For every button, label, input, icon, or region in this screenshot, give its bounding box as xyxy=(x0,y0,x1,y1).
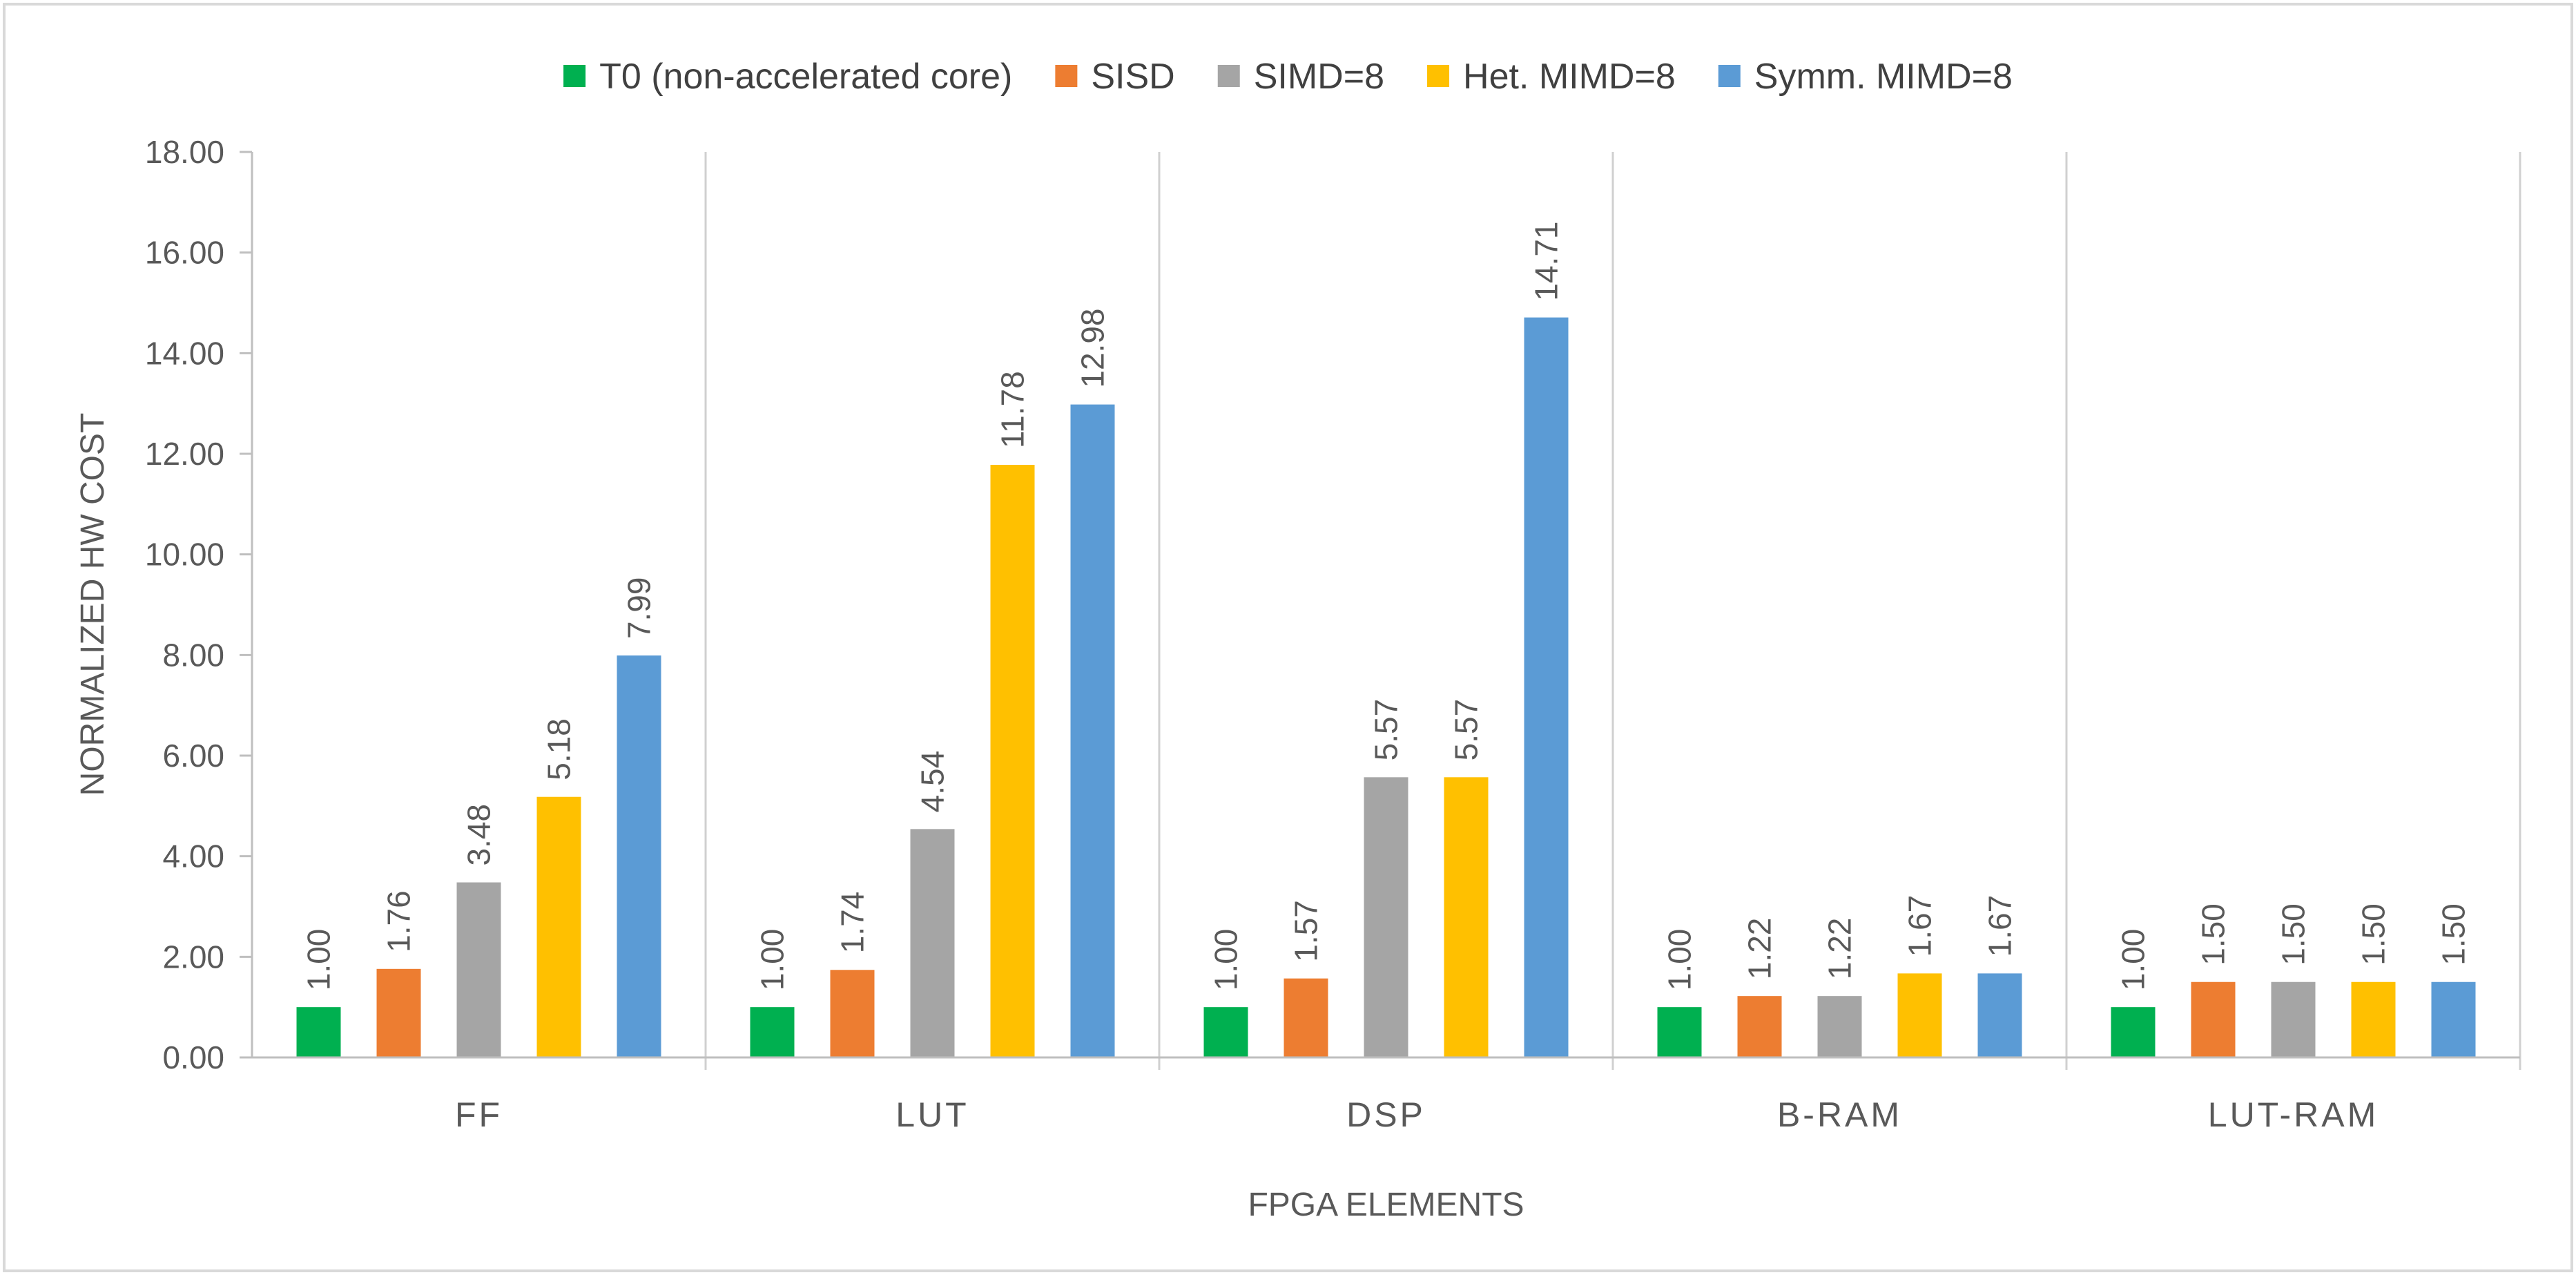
chart-border xyxy=(3,3,2573,1272)
bar xyxy=(750,1007,795,1057)
data-label: 1.22 xyxy=(1822,918,1858,980)
bar xyxy=(2431,981,2476,1057)
bar xyxy=(1284,978,1328,1057)
x-tick-label: LUT xyxy=(895,1095,969,1134)
data-label: 1.00 xyxy=(301,929,337,991)
axes-group: 0.00 2.00 4.00 6.00 8.00 10.00 12.00 14.00 16.00… xyxy=(145,134,2520,1134)
legend-label: T0 (non-accelerated core) xyxy=(599,57,1012,97)
data-label: 5.18 xyxy=(541,718,577,780)
y-tick-label: 8.00 xyxy=(162,637,224,673)
y-tick-label: 14.00 xyxy=(145,335,224,371)
data-label: 5.57 xyxy=(1449,699,1484,761)
bar xyxy=(1444,777,1489,1057)
bar xyxy=(376,968,421,1057)
legend-label: Symm. MIMD=8 xyxy=(1754,57,2013,97)
data-label: 1.22 xyxy=(1742,918,1778,980)
legend-swatch xyxy=(563,65,586,87)
bar xyxy=(2191,981,2236,1057)
data-label: 11.78 xyxy=(995,371,1031,448)
data-label: 7.99 xyxy=(621,577,657,640)
data-label: 1.00 xyxy=(2115,929,2151,991)
y-tick-label: 0.00 xyxy=(162,1039,224,1075)
bar xyxy=(830,970,875,1057)
data-label: 1.67 xyxy=(1902,895,1938,957)
y-tick-label: 12.00 xyxy=(145,436,224,472)
y-tick-label: 16.00 xyxy=(145,235,224,271)
bar xyxy=(1364,777,1408,1057)
y-tick-label: 10.00 xyxy=(145,537,224,573)
data-label: 1.00 xyxy=(1662,929,1698,991)
x-tick-label: B-RAM xyxy=(1777,1095,1902,1134)
data-label: 1.00 xyxy=(1208,929,1244,991)
data-label: 14.71 xyxy=(1529,221,1565,300)
data-label: 5.57 xyxy=(1368,699,1404,761)
y-tick-label: 18.00 xyxy=(145,134,224,170)
data-labels-group: 1.00 1.76 3.48 5.18 7.99 1.00 1.74 4.54 11.78 12.… xyxy=(301,221,2472,990)
y-axis-title: NORMALIZED HW COST xyxy=(75,413,111,796)
x-tick-label: DSP xyxy=(1346,1095,1426,1134)
bar xyxy=(1897,973,1942,1057)
x-tick-label: LUT-RAM xyxy=(2208,1095,2379,1134)
x-tick-label: FF xyxy=(455,1095,503,1134)
bar xyxy=(617,655,661,1057)
data-label: 1.50 xyxy=(2196,903,2231,966)
bar xyxy=(1817,996,1862,1057)
data-label: 12.98 xyxy=(1075,308,1111,387)
data-label: 3.48 xyxy=(461,804,497,866)
data-label: 1.00 xyxy=(755,929,791,991)
legend-label: SIMD=8 xyxy=(1254,57,1384,97)
legend-swatch xyxy=(1427,65,1450,87)
y-tick-label: 6.00 xyxy=(162,738,224,774)
bar xyxy=(1737,996,1782,1057)
data-label: 1.50 xyxy=(2436,903,2472,966)
data-label: 1.50 xyxy=(2276,903,2312,966)
bar xyxy=(2351,981,2396,1057)
data-label: 1.74 xyxy=(835,892,871,954)
legend-swatch xyxy=(1217,65,1240,87)
x-axis-title: FPGA ELEMENTS xyxy=(1248,1187,1524,1223)
y-tick-label: 4.00 xyxy=(162,838,224,874)
legend-swatch xyxy=(1055,65,1078,87)
y-tick-label: 2.00 xyxy=(162,939,224,975)
bar xyxy=(2271,981,2316,1057)
data-label: 4.54 xyxy=(915,751,951,813)
plot-area xyxy=(704,152,2521,1070)
legend-label: Het. MIMD=8 xyxy=(1463,57,1676,97)
bar xyxy=(1524,317,1569,1057)
legend-label: SISD xyxy=(1091,57,1174,97)
bar xyxy=(296,1007,341,1057)
legend-swatch xyxy=(1718,65,1741,87)
bar xyxy=(1977,973,2022,1057)
bar xyxy=(1070,404,1115,1057)
bar xyxy=(1657,1007,1702,1057)
bar xyxy=(536,796,581,1057)
bar xyxy=(990,465,1035,1057)
legend: T0 (non-accelerated core) SISD SIMD=8 Het. … xyxy=(563,57,2013,97)
data-label: 1.57 xyxy=(1288,900,1324,962)
data-label: 1.76 xyxy=(381,890,417,952)
data-label: 1.50 xyxy=(2356,903,2392,966)
bar xyxy=(910,829,955,1057)
bar xyxy=(456,882,501,1057)
bars-group xyxy=(296,317,2476,1057)
bar xyxy=(1203,1007,1248,1057)
bar xyxy=(2111,1007,2156,1057)
data-label: 1.67 xyxy=(1982,895,2018,957)
